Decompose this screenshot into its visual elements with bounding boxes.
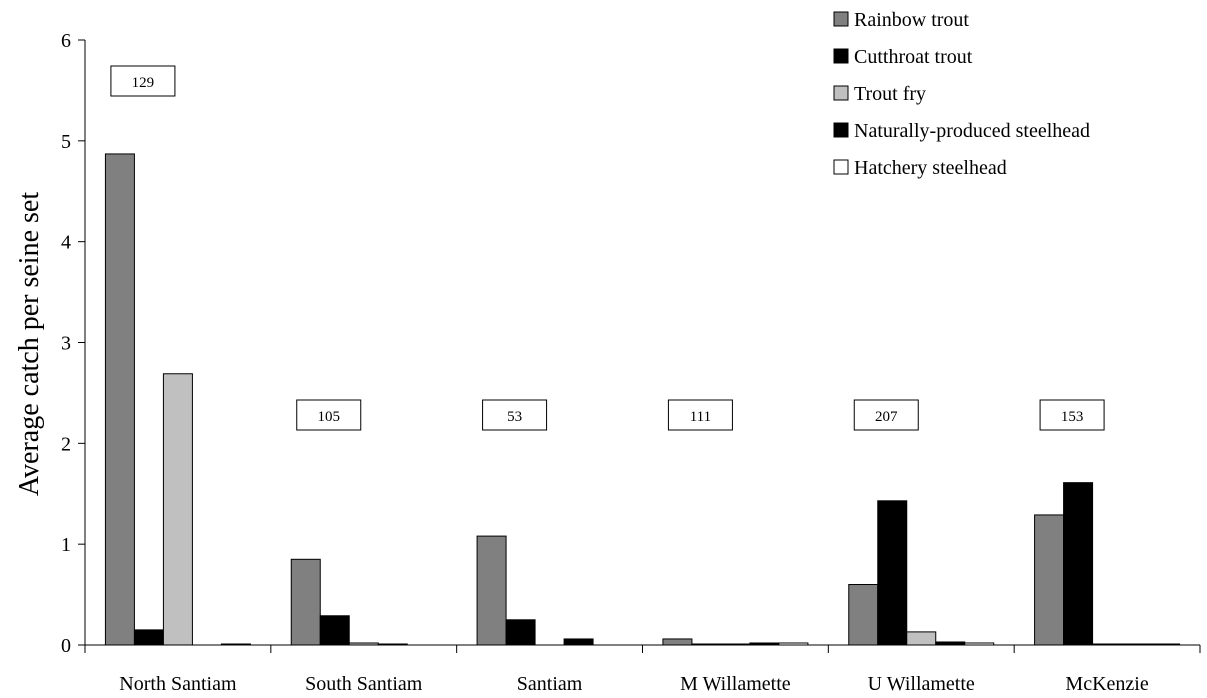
bar-rainbow-trout [662,638,693,646]
bar-cutthroat-trout [133,629,164,646]
legend-swatch [833,11,849,27]
sample-size-label: 53 [507,409,522,425]
legend-label: Rainbow trout [854,9,969,31]
category-label: South Santiam [305,673,423,695]
bar-cutthroat-trout [1063,482,1094,646]
bar-hatchery-steelhead [778,642,809,646]
bar-rainbow-trout [1034,514,1065,646]
bar-cutthroat-trout [877,500,908,646]
y-tick-label: 2 [61,433,71,455]
sample-size-label: 111 [690,409,711,425]
y-tick-label: 5 [61,131,71,153]
legend-swatch [833,122,849,138]
y-tick-label: 6 [61,30,71,52]
category-label: North Santiam [119,673,237,695]
bar-rainbow-trout [104,153,135,646]
bar-trout-fry [162,373,193,646]
bar-trout-fry [906,631,937,646]
y-tick-label: 1 [61,534,71,556]
bar-trout-fry [348,642,379,646]
category-label: McKenzie [1065,673,1148,695]
bar-naturally-produced-steelhead [1121,643,1152,646]
sample-size-box [296,399,362,431]
bar-hatchery-steelhead [964,642,995,646]
bar-cutthroat-trout [319,615,350,646]
bar-rainbow-trout [848,584,879,646]
legend: Rainbow trout Cutthroat trout Trout fry Nat… [833,9,1090,179]
sample-size-box [853,399,919,431]
legend-swatch [833,48,849,64]
sample-size-label: 105 [318,409,341,425]
legend-swatch [833,159,849,175]
x-axis: North Santiam South Santiam Santiam M Willa… [84,644,1201,695]
bar-hatchery-steelhead [1150,643,1181,646]
bar-trout-fry [1092,643,1123,646]
y-axis: 0 1 2 3 4 5 6 [61,30,86,657]
sample-size-box [110,65,176,97]
bar-rainbow-trout [290,558,321,646]
sample-size-boxes: 129 105 53 111 207 153 [110,65,1105,431]
sample-size-label: 129 [132,75,155,91]
bar-naturally-produced-steelhead [563,638,594,646]
sample-size-box [667,399,733,431]
bar-cutthroat-trout [505,619,536,646]
category-label: U Willamette [868,673,975,695]
y-tick-label: 4 [61,232,71,254]
legend-label: Hatchery steelhead [854,157,1007,179]
legend-label: Trout fry [854,83,926,105]
bar-hatchery-steelhead [220,643,251,646]
bars [104,153,1181,646]
bar-naturally-produced-steelhead [749,642,780,646]
sample-size-box [482,399,548,431]
category-label: Santiam [517,673,583,695]
sample-size-label: 207 [875,409,898,425]
legend-label: Naturally-produced steelhead [854,120,1090,142]
bar-rainbow-trout [476,535,507,646]
y-tick-label: 3 [61,333,71,355]
y-axis-label: Average catch per seine set [14,192,45,496]
y-tick-label: 0 [61,635,71,657]
legend-swatch [833,85,849,101]
bar-trout-fry [720,643,751,646]
legend-label: Cutthroat trout [854,46,973,68]
bar-cutthroat-trout [691,643,722,646]
sample-size-box [1039,399,1105,431]
sample-size-label: 153 [1061,409,1084,425]
category-label: M Willamette [680,673,791,695]
bar-naturally-produced-steelhead [377,643,408,646]
bar-naturally-produced-steelhead [935,641,966,646]
